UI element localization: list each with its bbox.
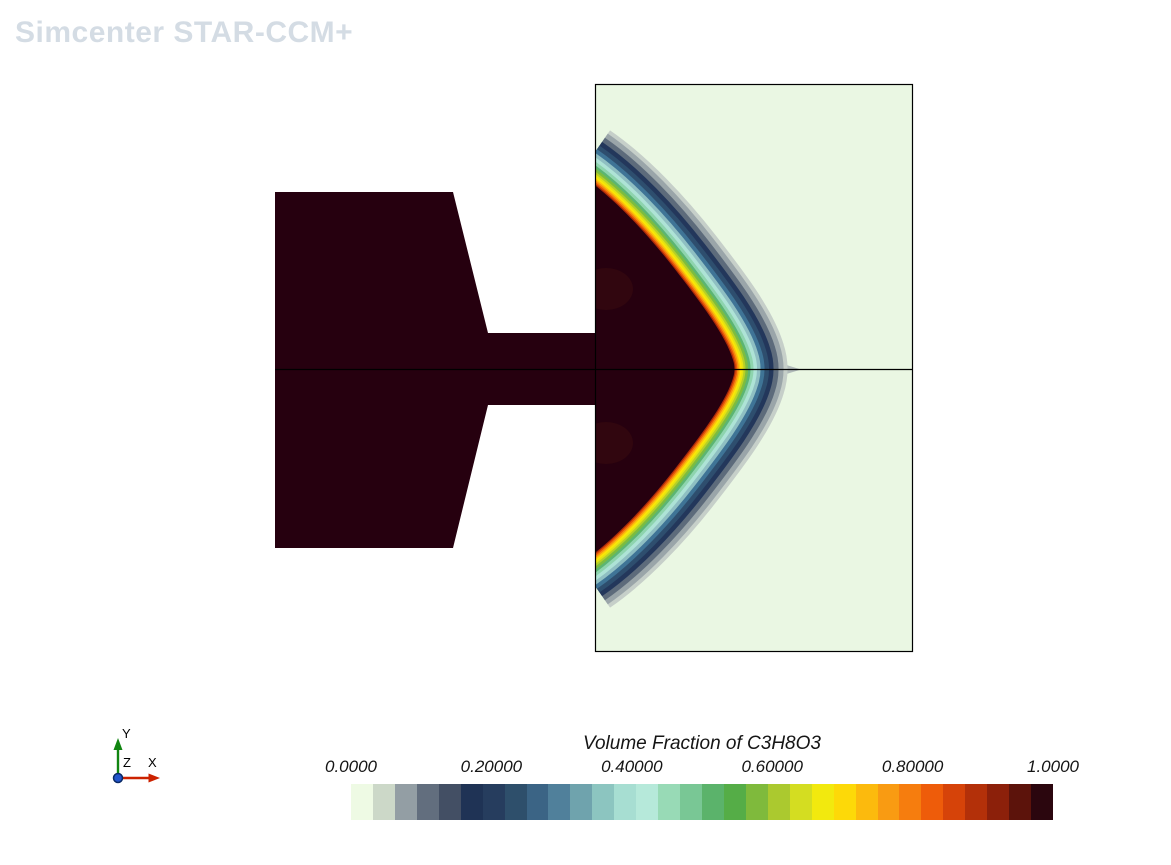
legend-tick-label: 0.40000 [601,757,663,776]
x-axis-label: X [148,755,157,770]
legend-color-cell [372,784,395,820]
legend-color-cell [460,784,483,820]
legend-color-cell [504,784,527,820]
z-axis-label: Z [123,755,131,770]
legend-color-cell [1009,784,1032,820]
legend-color-cell [658,784,681,820]
legend-color-cell [965,784,988,820]
y-axis-arrow [113,738,123,750]
legend-color-cell [723,784,746,820]
legend-color-cell [833,784,856,820]
legend-tick-labels: 0.0000 0.20000 0.40000 0.60000 0.80000 1.0000 [325,757,1079,779]
legend-color-cell [636,784,659,820]
legend-color-bar[interactable] [351,784,1053,820]
x-axis-arrow [148,773,160,783]
legend-color-cell [416,784,439,820]
legend-color-cell [438,784,461,820]
legend-color-cell [351,784,373,820]
legend-color-cell [702,784,724,820]
legend-color-cell [877,784,900,820]
orientation-triad [112,738,160,784]
legend-color-cell [855,784,878,820]
simcenter-watermark: Simcenter STAR-CCM+ [15,16,354,49]
legend-color-cell [767,784,790,820]
legend-tick-label: 0.0000 [325,757,377,776]
legend-tick-label: 1.0000 [1027,757,1079,776]
legend-color-cell [745,784,768,820]
legend-color-cell [526,784,549,820]
legend-color-cell [811,784,834,820]
legend-color-cell [899,784,922,820]
legend-tick-label: 0.20000 [460,757,523,776]
plume-shading-top [595,268,633,310]
legend-color-cell [680,784,702,820]
legend-color-cell [921,784,944,820]
legend-color-cell [592,784,615,820]
legend-tick-label: 0.80000 [881,757,944,776]
legend-color-cell [482,784,505,820]
legend-title: Volume Fraction of C3H8O3 [583,733,821,754]
legend-color-cell [394,784,417,820]
legend-color-cell [614,784,637,820]
plume-shading-bottom [595,422,633,464]
legend-color-cell [943,784,966,820]
z-axis-dot [112,772,124,784]
legend-color-cell [987,784,1010,820]
legend-tick-label: 0.60000 [741,757,803,776]
legend-color-cell [548,784,571,820]
y-axis-label: Y [122,726,131,741]
legend-color-cell [789,784,812,820]
legend-color-cell [570,784,593,820]
legend-color-cell [1031,784,1053,820]
outlet-domain-border [594,83,914,653]
